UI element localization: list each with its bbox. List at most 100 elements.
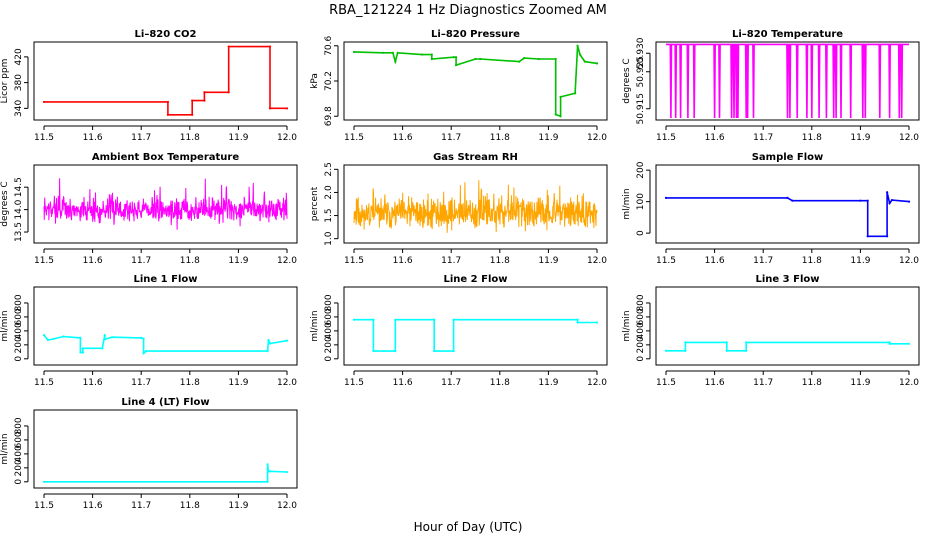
chart-panel: Ambient Box Temperature 11.5 11.6 11.7 11.8 1… — [0, 152, 298, 266]
y-tick-label: 70.6 — [324, 35, 334, 55]
chart-panel: Li–820 CO2 11.5 11.6 11.7 11.8 11.9 12.0 340 380… — [0, 29, 298, 143]
data-point — [684, 341, 687, 344]
x-tick-label: 12.0 — [587, 378, 607, 388]
data-point — [430, 53, 433, 56]
figure-title: RBA_121224 1 Hz Diagnostics Zoomed AM — [329, 3, 607, 18]
x-tick-label: 11.9 — [538, 256, 558, 266]
x-tick-label: 11.6 — [83, 133, 103, 143]
x-tick-label: 11.8 — [490, 378, 510, 388]
data-point — [382, 51, 385, 54]
data-point — [268, 107, 272, 110]
series-line — [666, 43, 909, 119]
data-point — [452, 56, 455, 59]
plot-frame — [655, 41, 920, 121]
series-line — [354, 318, 597, 352]
data-point — [907, 342, 911, 345]
data-point — [285, 339, 289, 342]
x-tick-label: 11.8 — [802, 133, 822, 143]
data-point — [191, 99, 194, 102]
chart-panel: Li–820 Temperature 11.5 11.6 11.7 11.8 11.9 12… — [622, 29, 920, 143]
x-tick-label: 11.6 — [705, 133, 725, 143]
data-point — [537, 57, 540, 61]
data-point — [103, 333, 106, 337]
y-tick-label: 0 — [636, 230, 646, 236]
y-tick-label: 200 — [636, 336, 646, 353]
data-point — [140, 336, 143, 339]
data-point — [664, 349, 668, 352]
data-point — [391, 51, 394, 54]
series-line — [44, 45, 287, 116]
data-point — [595, 321, 599, 324]
data-point — [420, 53, 424, 56]
data-point — [479, 57, 482, 61]
data-point — [576, 321, 579, 324]
x-tick-label: 11.7 — [131, 378, 151, 388]
data-point — [227, 45, 230, 48]
y-tick-label: 600 — [14, 431, 24, 448]
chart-panel: Line 1 Flow 11.5 11.6 11.7 11.8 11.9 12.0 0 2004… — [0, 274, 298, 388]
data-point — [791, 199, 794, 202]
chart-panel: Line 2 Flow 11.5 11.6 11.7 11.8 11.9 12.0 0 2004… — [310, 274, 608, 388]
data-point — [886, 235, 889, 238]
y-tick-label: 50.930 — [636, 37, 646, 69]
panel-title: Line 4 (LT) Flow — [121, 397, 209, 408]
plot-frame — [343, 164, 608, 244]
data-point — [394, 350, 397, 353]
x-tick-label: 11.5 — [34, 256, 54, 266]
data-point — [518, 60, 521, 63]
data-point — [745, 349, 748, 352]
chart-panel: Gas Stream RH 11.5 11.6 11.7 11.8 11.9 12.0 1.0… — [310, 152, 608, 266]
x-tick-label: 11.8 — [490, 256, 510, 266]
data-point — [684, 349, 687, 352]
y-axis-label: ml/min — [310, 310, 320, 341]
x-tick-label: 12.0 — [587, 256, 607, 266]
data-point — [203, 91, 206, 94]
y-tick-label: 400 — [14, 445, 24, 462]
data-point — [433, 318, 436, 321]
x-tick-label: 11.8 — [490, 133, 510, 143]
y-tick-label: 200 — [14, 336, 24, 353]
data-point — [664, 196, 668, 199]
y-axis-label: ml/min — [0, 433, 10, 464]
data-point — [888, 342, 891, 345]
y-tick-label: 50.915 — [636, 93, 646, 125]
y-axis-label: percent — [310, 186, 320, 221]
data-point — [266, 463, 269, 466]
data-point — [859, 199, 862, 202]
data-point — [191, 113, 194, 116]
data-point — [725, 349, 728, 352]
data-point — [888, 202, 891, 205]
data-point — [42, 333, 46, 337]
x-tick-label: 11.5 — [656, 133, 676, 143]
y-axis-label: degrees C — [622, 58, 632, 103]
y-axis-label: ml/min — [622, 188, 632, 219]
data-point — [725, 341, 728, 344]
data-point — [62, 335, 65, 338]
x-tick-label: 11.5 — [34, 133, 54, 143]
data-point — [583, 60, 586, 63]
data-point — [396, 51, 399, 54]
x-tick-label: 11.9 — [538, 133, 558, 143]
x-tick-label: 11.6 — [393, 133, 413, 143]
y-tick-label: 340 — [14, 99, 24, 116]
data-point — [890, 198, 894, 202]
y-axis-label: ml/min — [0, 310, 10, 341]
x-tick-label: 11.8 — [802, 256, 822, 266]
x-tick-label: 11.6 — [393, 378, 413, 388]
data-point — [372, 318, 375, 321]
y-tick-label: 380 — [14, 74, 24, 91]
x-tick-label: 12.0 — [899, 133, 919, 143]
x-tick-label: 11.6 — [83, 501, 103, 511]
x-tick-label: 11.9 — [850, 256, 870, 266]
data-point — [166, 100, 170, 104]
y-tick-label: 800 — [324, 294, 334, 311]
y-tick-label: 13.5 — [14, 222, 24, 242]
data-point — [52, 337, 55, 341]
series-line — [43, 178, 288, 230]
data-point — [79, 351, 82, 354]
panel-title: Sample Flow — [752, 152, 824, 163]
data-point — [576, 44, 579, 47]
chart-panel: Line 4 (LT) Flow 11.5 11.6 11.7 11.8 11.9 12.0… — [0, 397, 298, 511]
y-axis-label: ml/min — [622, 310, 632, 341]
